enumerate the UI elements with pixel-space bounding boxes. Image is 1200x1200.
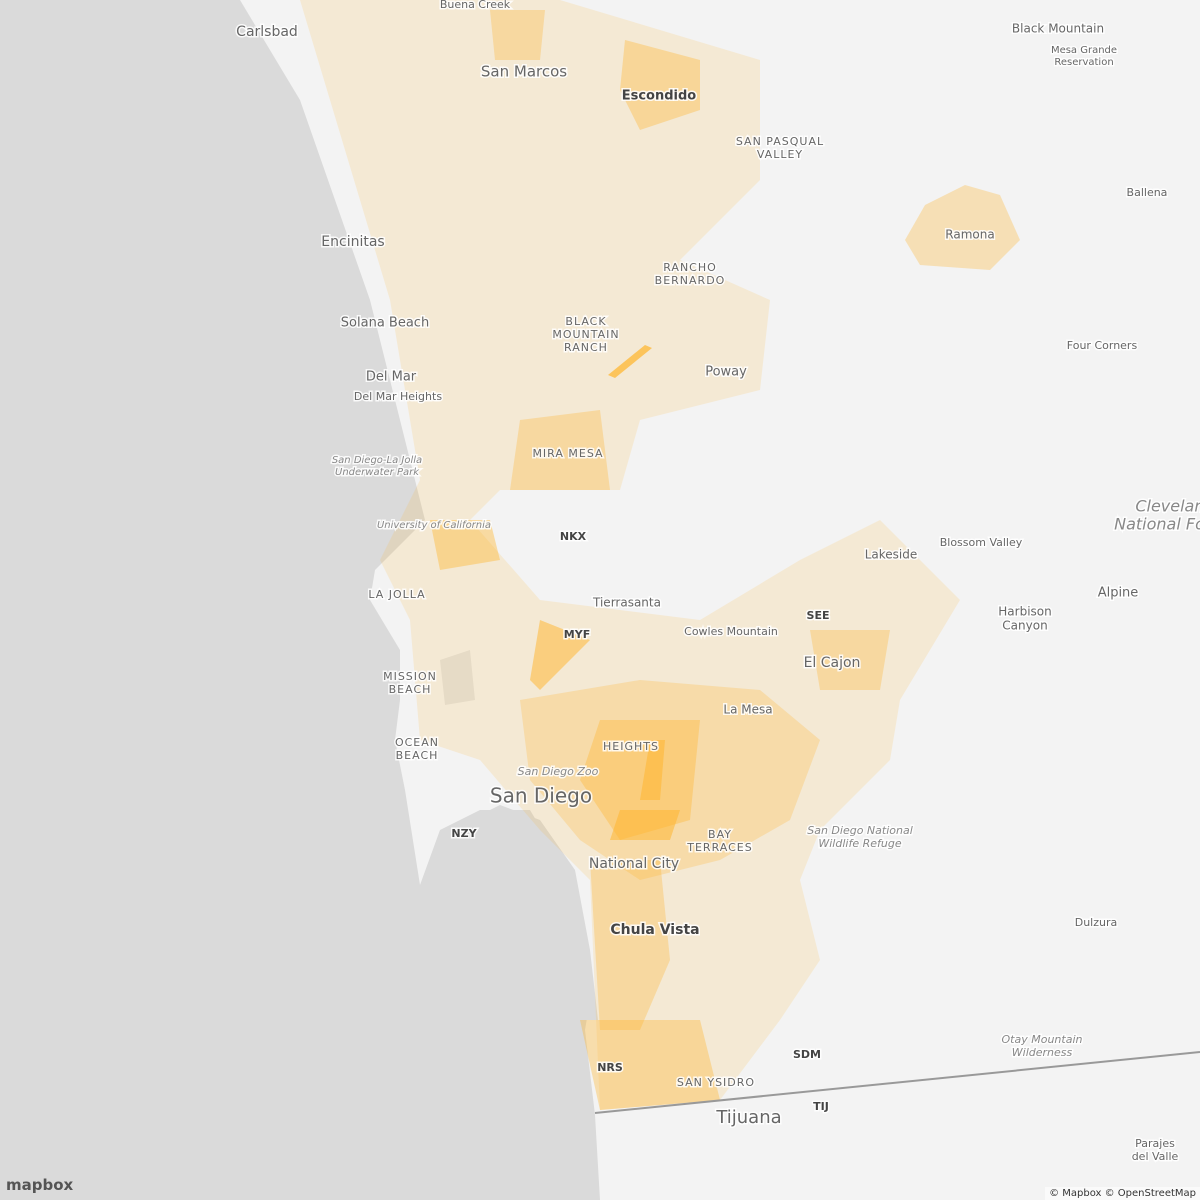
density-areas — [300, 0, 1020, 1110]
attribution[interactable]: © Mapbox © OpenStreetMap — [1045, 1187, 1200, 1200]
place-label: VALLEY — [757, 148, 803, 161]
place-label: Harbison — [998, 605, 1051, 619]
place-label: SDM — [793, 1048, 821, 1061]
place-label: RANCHO — [663, 261, 717, 274]
place-label: OCEAN — [395, 736, 439, 749]
place-label: Reservation — [1054, 57, 1113, 68]
place-label: Escondido — [622, 89, 697, 104]
place-label: BEACH — [389, 683, 432, 696]
mapbox-logo[interactable]: mapbox — [6, 1176, 74, 1194]
place-label: San Diego Zoo — [518, 765, 599, 778]
place-label: Wildlife Refuge — [818, 837, 901, 850]
place-label: TIJ — [813, 1100, 829, 1113]
place-label: Del Mar — [366, 370, 417, 385]
ocean — [0, 0, 600, 1200]
place-label: NKX — [560, 530, 587, 543]
place-label: SAN PASQUAL — [736, 135, 824, 148]
place-label: RANCH — [564, 341, 608, 354]
place-label: Wilderness — [1012, 1046, 1073, 1059]
place-label: Cleveland — [1135, 497, 1200, 516]
place-label: NZY — [451, 827, 477, 840]
place-label: SAN YSIDRO — [677, 1076, 755, 1089]
border — [594, 1051, 1200, 1114]
place-label: Poway — [705, 365, 747, 380]
place-label: SEE — [807, 609, 830, 622]
place-label: BERNARDO — [655, 274, 726, 287]
place-label: Blossom Valley — [940, 536, 1023, 549]
place-label: MOUNTAIN — [552, 328, 619, 341]
place-label: Canyon — [1002, 619, 1047, 633]
place-label: Four Corners — [1067, 339, 1138, 352]
place-label: University of California — [377, 520, 491, 531]
place-label: Lakeside — [865, 548, 918, 562]
place-label: Chula Vista — [610, 922, 699, 938]
place-label: Tierrasanta — [592, 596, 661, 610]
place-label: Otay Mountain — [1002, 1033, 1083, 1046]
place-label: MISSION — [383, 670, 437, 683]
place-label: Mesa Grande — [1051, 45, 1117, 56]
place-label: Black Mountain — [1012, 22, 1104, 36]
place-label: MYF — [564, 628, 590, 641]
place-label: Solana Beach — [341, 316, 429, 331]
place-label: National Forest — [1114, 515, 1200, 534]
place-label: MIRA MESA — [532, 447, 603, 460]
place-label: BEACH — [396, 749, 439, 762]
place-label: National City — [589, 856, 679, 872]
place-label: Alpine — [1098, 586, 1139, 601]
place-label: Ramona — [945, 228, 994, 242]
place-label: TERRACES — [686, 841, 752, 854]
place-label: San Marcos — [481, 63, 567, 81]
place-label: BLACK — [565, 315, 606, 328]
place-label: El Cajon — [804, 655, 861, 671]
place-label: Dulzura — [1075, 916, 1118, 929]
place-label: HEIGHTS — [603, 740, 659, 753]
place-label: San Diego-La Jolla — [332, 455, 422, 466]
place-label: San Diego — [490, 784, 592, 808]
place-label: Parajes — [1135, 1137, 1175, 1150]
place-label: Carlsbad — [236, 24, 298, 40]
place-label: Del Mar Heights — [354, 390, 442, 403]
place-label: Ballena — [1127, 186, 1168, 199]
place-label: NRS — [597, 1061, 623, 1074]
place-label: LA JOLLA — [368, 588, 425, 601]
bay — [450, 805, 598, 1020]
place-label: del Valle — [1132, 1150, 1179, 1163]
place-label: Buena Creek — [440, 0, 511, 11]
place-label: BAY — [708, 828, 732, 841]
place-label: Underwater Park — [335, 467, 420, 478]
lake — [440, 650, 475, 705]
place-label: Tijuana — [715, 1107, 781, 1128]
place-label: San Diego National — [807, 824, 913, 837]
place-label: La Mesa — [723, 703, 772, 717]
place-label: Cowles Mountain — [684, 625, 778, 638]
place-label: Encinitas — [321, 234, 384, 250]
